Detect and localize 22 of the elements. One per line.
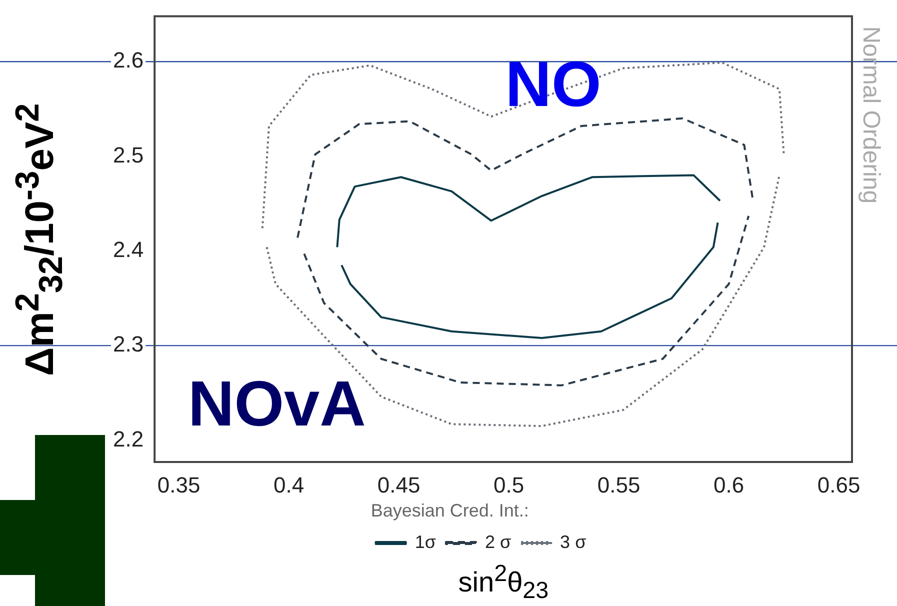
annotation: NO	[505, 48, 602, 120]
text: Normal Ordering	[857, 26, 884, 204]
x-tick-label: 0.65	[817, 472, 860, 498]
x-tick-label: 0.6	[714, 472, 744, 498]
x-axis-title: sin$^{2}$θ$_{23}$	[458, 560, 549, 604]
x-tick-label: 0.5	[493, 472, 524, 498]
line-series	[296, 117, 754, 239]
y-tick-label: 2.5	[112, 142, 144, 168]
x-tick-label: 0.4	[273, 472, 304, 498]
y-tick-label: 2.3	[112, 332, 144, 357]
x-tick-label: 0.45	[377, 472, 420, 498]
x-tick-label: 0.55	[597, 472, 640, 498]
line-series	[261, 62, 785, 230]
y-tick-label: 2.2	[112, 426, 144, 452]
legend-label: 1σ	[414, 532, 436, 552]
legend-label: 3 σ	[560, 532, 586, 552]
annotation: NOvA	[188, 368, 366, 440]
legend-title: Bayesian Cred. Int.:	[370, 500, 529, 520]
legend-label: 2 σ	[484, 532, 512, 552]
x-tick-label: 0.35	[157, 472, 200, 498]
y-tick-label: 2.6	[112, 48, 144, 73]
y-tick-label: 2.4	[112, 236, 144, 262]
